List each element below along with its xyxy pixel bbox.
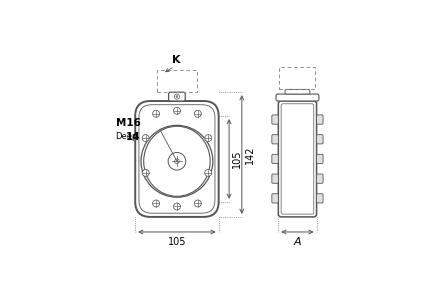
Circle shape [142,135,149,141]
Circle shape [173,107,181,114]
FancyBboxPatch shape [316,154,323,164]
Circle shape [174,94,180,99]
Circle shape [142,169,149,176]
Text: 14: 14 [126,132,140,142]
Text: A: A [294,237,301,247]
Text: M16: M16 [115,118,140,128]
FancyBboxPatch shape [316,135,323,144]
Text: 105: 105 [168,237,186,247]
Bar [156,70,197,92]
FancyBboxPatch shape [316,115,323,124]
Circle shape [141,125,213,197]
FancyBboxPatch shape [169,92,186,101]
FancyBboxPatch shape [272,154,278,164]
Circle shape [194,200,201,207]
Text: Deep: Deep [115,132,138,141]
FancyBboxPatch shape [316,194,323,203]
FancyBboxPatch shape [272,115,278,124]
Circle shape [205,135,212,141]
FancyBboxPatch shape [285,89,310,94]
FancyBboxPatch shape [276,94,319,101]
FancyBboxPatch shape [135,101,219,217]
Circle shape [173,203,181,210]
Circle shape [152,110,160,117]
Circle shape [194,110,201,117]
Text: 142: 142 [245,145,255,164]
FancyBboxPatch shape [316,174,323,183]
Circle shape [176,96,178,98]
Circle shape [152,200,160,207]
Text: K: K [172,55,180,65]
FancyBboxPatch shape [272,174,278,183]
FancyBboxPatch shape [278,101,316,217]
Circle shape [175,159,179,164]
Circle shape [205,169,212,176]
FancyBboxPatch shape [272,135,278,144]
Text: 105: 105 [232,150,242,168]
Bar [279,67,316,89]
FancyBboxPatch shape [272,194,278,203]
Circle shape [168,153,186,170]
